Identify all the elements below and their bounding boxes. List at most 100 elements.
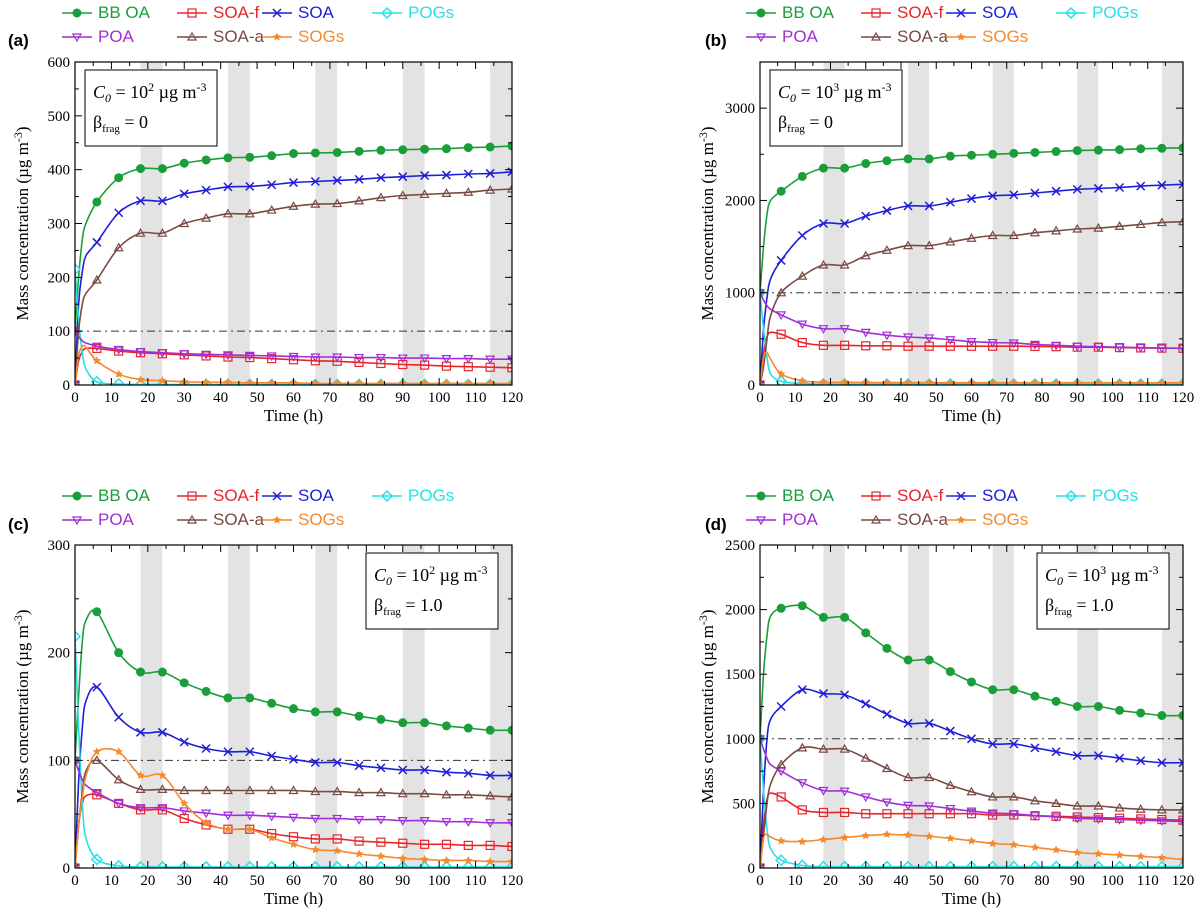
x-tick-label: 20 [140,873,155,889]
marker-square [92,343,102,353]
marker-star [1051,845,1061,854]
annotation-box: C0 = 102 µg m-3 βfrag = 0 [84,69,218,147]
c0-sub: 0 [105,91,111,105]
marker-triangle-up [966,786,977,796]
marker-x [988,191,998,201]
marker-triangle-up [375,192,386,202]
marker-triangle-down [755,33,767,43]
marker-triangle-down [375,353,386,363]
legend-label: BB OA [98,486,151,505]
legend-item-soa: SOA [946,3,1019,22]
marker-triangle-up [113,774,124,784]
marker-diamond [775,854,788,867]
marker-circle [967,150,976,160]
x-tick-label: 90 [1070,873,1085,889]
marker-circle [376,145,386,155]
marker-circle [376,714,386,724]
marker-triangle-up [1008,791,1019,801]
c0-sub: 0 [790,91,796,105]
marker-x [420,171,430,181]
marker-square [861,809,871,819]
marker-square [332,834,342,844]
marker-triangle-up [1029,795,1040,805]
marker-circle [797,171,807,181]
marker-star [760,863,765,868]
y-axis-label: Mass concentration (µg m-3) [11,609,32,803]
equals: = 10 [1063,565,1100,585]
marker-triangle-up [244,785,255,795]
marker-star [463,378,473,385]
marker-x [332,175,342,185]
beta-value: = 1.0 [401,595,443,615]
marker-triangle-down [1093,343,1104,352]
x-tick-label: 90 [1070,390,1085,406]
marker-star [924,831,934,841]
marker-circle [1178,143,1183,153]
marker-x [1009,190,1019,200]
marker-triangle-down [244,811,255,821]
marker-triangle-up [924,240,935,250]
marker-triangle-up [1029,227,1040,237]
x-tick-label: 60 [964,873,979,889]
series-sogs [75,747,512,868]
marker-triangle-up [310,786,321,796]
marker-circle [201,686,211,696]
marker-circle [463,723,473,733]
marker-diamond [1176,860,1183,868]
marker-triangle-down [266,352,277,362]
marker-circle [267,698,277,708]
marker-circle [756,8,766,18]
beta-sub: frag [787,123,805,135]
marker-circle [92,607,102,617]
marker-circle [72,491,82,501]
marker-star [354,849,364,858]
y-tick-label: 500 [733,796,756,812]
marker-square [818,340,829,350]
marker-circle [310,707,320,717]
y-axis-label-main: Mass concentration (µg m [13,142,32,320]
c0-sub: 0 [1057,574,1063,588]
marker-x [310,757,320,768]
annotation-beta: βfrag = 0 [93,112,148,135]
marker-diamond [505,860,512,868]
marker-x [1136,756,1146,766]
marker-triangle-up [1156,217,1167,227]
marker-star [75,380,80,385]
legend-label: SOA-a [897,510,949,529]
marker-circle [289,704,298,714]
series-soa-a [75,755,512,868]
marker-triangle-down [1029,812,1040,821]
marker-star [1072,847,1082,857]
marker-diamond [112,377,125,385]
annotation-beta: βfrag = 0 [778,112,833,135]
unit: µg m [154,82,196,102]
marker-triangle-up [485,184,496,194]
marker-diamond [859,860,872,868]
marker-x [441,767,451,777]
marker-triangle-down [776,311,787,321]
marker-triangle-down [755,516,767,526]
series-bb-oa [760,601,1183,744]
y-tick-label: 200 [48,646,71,662]
y-axis-label-tail: ) [698,126,717,132]
marker-circle [840,612,850,622]
marker-triangle-up [266,785,277,795]
marker-star [420,854,430,864]
x-tick-label: 0 [756,390,764,406]
legend-label: BB OA [98,3,151,22]
unit-sup: -3 [478,563,488,577]
x-tick-label: 10 [104,873,119,889]
marker-triangle-down [397,817,408,826]
marker-x [840,690,850,700]
marker-circle [92,197,102,207]
marker-x [1178,179,1183,189]
marker-triangle-down [310,814,321,824]
marker-circle [332,147,342,157]
marker-star [376,851,386,860]
marker-x [272,491,282,501]
marker-x [136,727,146,737]
legend-label: POA [98,27,135,46]
marker-star [797,836,807,846]
marker-x [201,185,211,195]
marker-triangle-up [157,227,168,237]
